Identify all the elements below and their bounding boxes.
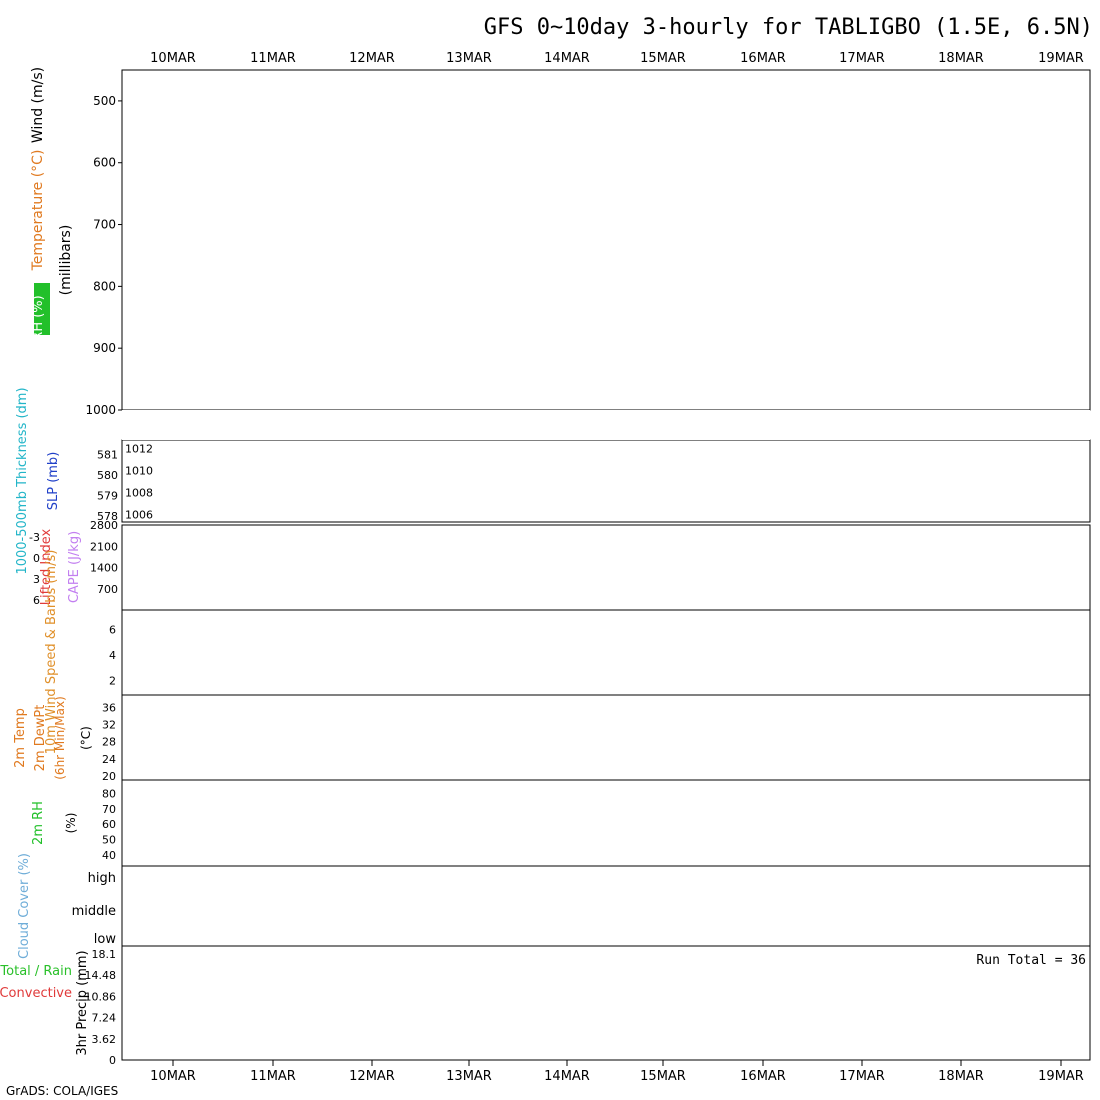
slp-tick-label: 1012	[125, 443, 153, 456]
thickness-tick-label: 578	[97, 510, 118, 523]
temp-ylabel-2: 2m DewPt	[33, 705, 48, 772]
slp-tick-label: 1010	[125, 465, 153, 478]
date-label-top: 11MAR	[250, 51, 296, 66]
precip-legend-convective: Convective	[0, 986, 72, 1001]
date-label-top: 19MAR	[1038, 51, 1084, 66]
temp-tick-label: 32	[102, 719, 116, 732]
cloud-level-label: middle	[72, 904, 116, 919]
thickness-ylabel: 1000-500mb Thickness (dm)	[15, 387, 30, 574]
precip-legend-total: Total / Rain	[0, 964, 72, 979]
upper-ylabel-millibars: (millibars)	[58, 225, 74, 296]
rh-tick-label: 80	[102, 787, 116, 800]
temp-tick-label: 36	[102, 701, 116, 714]
axis-labels: 10MAR 10MAR 11MAR 11MAR 12MAR 12MAR 13MAR 13MAR…	[0, 51, 1086, 1084]
precip-tick-label: 14.48	[85, 969, 117, 982]
panel-frame-cloud	[121, 865, 1091, 947]
cape-tick-label: 1400	[90, 562, 118, 575]
chart-title: GFS 0~10day 3-hourly for TABLIGBO (1.5E,…	[484, 15, 1093, 40]
panel-frame-temp	[121, 694, 1091, 781]
date-label-bottom: 13MAR	[446, 1069, 492, 1084]
panel-frame-cape	[121, 524, 1091, 611]
wind-tick-label: 6	[109, 623, 116, 636]
cloud-ylabel: Cloud Cover (%)	[17, 853, 32, 959]
date-label-bottom: 18MAR	[938, 1069, 984, 1084]
cape-tick-label: 2800	[90, 519, 118, 532]
panel-frame-precip	[121, 945, 1091, 1061]
cape-ylabel: CAPE (J/kg)	[67, 531, 82, 603]
precip-ylabel: 3hr Precip (mm)	[75, 950, 90, 1055]
precip-tick-label: 7.24	[92, 1012, 117, 1025]
thickness-tick-label: 579	[97, 489, 118, 502]
date-label-bottom: 15MAR	[640, 1069, 686, 1084]
date-label-bottom: 19MAR	[1038, 1069, 1084, 1084]
rh-tick-label: 50	[102, 834, 116, 847]
temp-ylabel-1: 2m Temp	[13, 708, 28, 768]
precip-tick-label: 10.86	[85, 990, 117, 1003]
lifted-ylabel: Lifted Index	[39, 528, 54, 605]
upper-ylabel-wind: Wind (m/s)	[30, 67, 46, 143]
upper-ylabel-temperature: Temperature (°C)	[30, 150, 46, 272]
date-label-top: 13MAR	[446, 51, 492, 66]
panel-frame-slp	[121, 439, 1091, 523]
lifted-tick-label: 3	[33, 573, 40, 586]
slp-tick-label: 1006	[125, 509, 153, 522]
date-label-top: 17MAR	[839, 51, 885, 66]
credit-label: GrADS: COLA/IGES	[6, 1084, 118, 1098]
date-label-top: 18MAR	[938, 51, 984, 66]
date-label-top: 12MAR	[349, 51, 395, 66]
panel-axes	[118, 69, 1091, 1066]
date-label-top: 10MAR	[150, 51, 196, 66]
cape-tick-label: 2100	[90, 540, 118, 553]
date-label-top: 15MAR	[640, 51, 686, 66]
date-label-bottom: 11MAR	[250, 1069, 296, 1084]
panel-frame-rh	[121, 779, 1091, 867]
cloud-level-label: high	[88, 871, 116, 886]
precip-tick-label: 0	[109, 1054, 116, 1067]
date-label-bottom: 16MAR	[740, 1069, 786, 1084]
run-total-label: Run Total = 36	[976, 953, 1086, 968]
slp-tick-label: 1008	[125, 487, 153, 500]
rh-tick-label: 60	[102, 818, 116, 831]
pressure-tick-label: 500	[93, 94, 116, 108]
lifted-tick-label: 0	[33, 552, 40, 565]
panel-frame-upper	[121, 69, 1091, 411]
date-label-top: 16MAR	[740, 51, 786, 66]
temp-tick-label: 24	[102, 753, 116, 766]
rh-legend-swatch	[34, 283, 50, 335]
date-label-bottom: 12MAR	[349, 1069, 395, 1084]
cape-tick-label: 700	[97, 583, 118, 596]
date-label-bottom: 10MAR	[150, 1069, 196, 1084]
rh-ylabel-unit: (%)	[64, 813, 78, 834]
pressure-tick-label: 900	[93, 341, 116, 355]
temp-tick-label: 28	[102, 736, 116, 749]
rh-tick-label: 70	[102, 803, 116, 816]
gap-strip	[122, 410, 1090, 440]
cloud-level-label: low	[94, 932, 117, 947]
date-label-bottom: 14MAR	[544, 1069, 590, 1084]
panel-frame-wind	[121, 609, 1091, 696]
wind-ylabel: 10m Wind Speed & Barbs (m/s)	[44, 550, 59, 755]
lifted-tick-label: -3	[29, 531, 40, 544]
pressure-tick-label: 1000	[85, 403, 116, 417]
thickness-tick-label: 581	[97, 448, 118, 461]
rh-tick-label: 40	[102, 849, 116, 862]
slp-ylabel: SLP (mb)	[46, 452, 61, 511]
precip-tick-label: 3.62	[92, 1033, 117, 1046]
wind-tick-label: 4	[109, 649, 116, 662]
upper-ylabel-rh: RH (%)	[31, 295, 46, 340]
lifted-tick-label: 6	[33, 594, 40, 607]
pressure-tick-label: 600	[93, 156, 116, 170]
temp-tick-label: 20	[102, 770, 116, 783]
temp-ylabel-unit: (°C)	[79, 726, 93, 750]
pressure-tick-label: 800	[93, 279, 116, 293]
thickness-tick-label: 580	[97, 469, 118, 482]
date-label-top: 14MAR	[544, 51, 590, 66]
precip-tick-label: 18.1	[92, 948, 117, 961]
rh-ylabel: 2m RH	[31, 801, 46, 845]
pressure-tick-label: 700	[93, 218, 116, 232]
date-label-bottom: 17MAR	[839, 1069, 885, 1084]
wind-tick-label: 2	[109, 674, 116, 687]
temp-ylabel-3: (6hr Min/Max)	[53, 696, 67, 780]
